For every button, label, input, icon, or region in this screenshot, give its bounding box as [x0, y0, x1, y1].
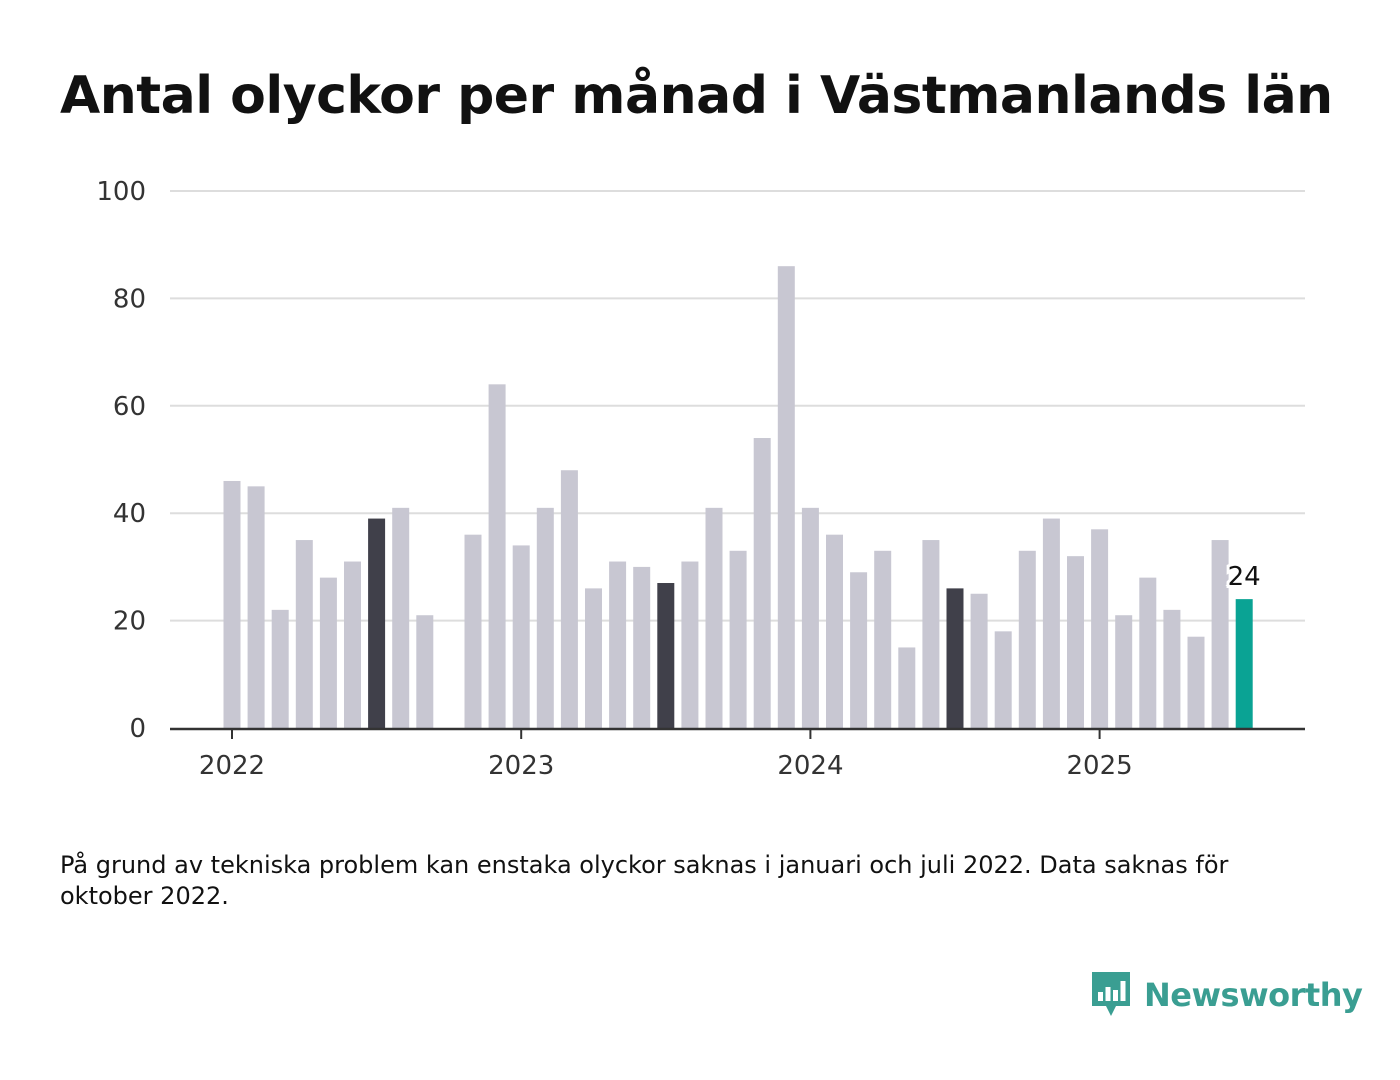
- bar-2022-06: [344, 561, 361, 728]
- bar-2023-09: [705, 507, 723, 728]
- bar-2024-02: [826, 534, 843, 728]
- bar-2025-06: [1211, 540, 1229, 728]
- bar-2023-08: [681, 561, 699, 728]
- bar-2022-05: [319, 577, 337, 728]
- bar-2023-01: [512, 545, 530, 728]
- brand-name: Newsworthy: [1144, 976, 1363, 1014]
- bar-2024-06: [922, 540, 940, 728]
- bar-2022-03: [271, 609, 289, 728]
- newsworthy-logo-icon: [1092, 972, 1130, 1016]
- bar-2023-12: [777, 266, 795, 728]
- bar-2022-02: [247, 486, 265, 728]
- bar-2025-07: [1235, 599, 1253, 728]
- bar-2025-05: [1187, 636, 1205, 728]
- bar-2024-05: [898, 647, 916, 728]
- bar-2024-07: [946, 588, 964, 728]
- bar-2024-08: [970, 593, 988, 728]
- bar-2024-01: [801, 507, 819, 728]
- bar-2025-04: [1163, 609, 1181, 728]
- bar-2023-07: [657, 583, 675, 728]
- bar-2025-02: [1115, 615, 1133, 728]
- y-tick-label: 40: [113, 499, 146, 529]
- bar-2025-03: [1139, 577, 1157, 728]
- bar-2024-12: [1067, 556, 1084, 728]
- bar-2022-07: [368, 518, 386, 728]
- footnote: På grund av tekniska problem kan enstaka…: [60, 851, 1229, 910]
- x-tick-label: 2023: [488, 751, 554, 781]
- y-tick-label: 60: [113, 392, 146, 422]
- annotations: 24: [1225, 559, 1264, 595]
- bar-2022-04: [295, 540, 313, 728]
- x-tick-label: 2024: [777, 751, 843, 781]
- y-tick-label: 20: [113, 607, 146, 637]
- bar-2023-02: [536, 507, 554, 728]
- y-tick-label: 80: [113, 284, 146, 314]
- bar-2023-05: [609, 561, 627, 728]
- bar-2022-12: [488, 384, 506, 728]
- bar-2022-09: [416, 615, 434, 728]
- bar-2023-11: [753, 438, 771, 728]
- bar-2025-01: [1091, 529, 1109, 728]
- brand-logo[interactable]: Newsworthy: [1090, 970, 1363, 1020]
- y-tick-label: 100: [96, 177, 146, 207]
- bar-chart: 0 20 40 60 80 100 2022 2023 2024 2025 24: [96, 177, 1305, 781]
- bar-2024-11: [1042, 518, 1060, 728]
- bar-2023-04: [585, 588, 602, 728]
- bar-2023-06: [633, 566, 651, 728]
- y-axis-labels: 0 20 40 60 80 100: [96, 177, 146, 744]
- bar-2022-01: [223, 480, 241, 728]
- bars: [223, 266, 1253, 728]
- bar-2023-10: [729, 550, 747, 728]
- y-tick-label: 0: [129, 714, 146, 744]
- bar-2024-10: [1018, 550, 1036, 728]
- data-label: 24: [1228, 562, 1261, 592]
- x-tick-label: 2025: [1067, 751, 1133, 781]
- bar-2022-11: [464, 534, 482, 728]
- bar-2023-03: [560, 470, 578, 728]
- bar-2024-03: [850, 572, 868, 728]
- bar-2024-04: [874, 550, 892, 728]
- bar-2022-08: [392, 507, 410, 728]
- x-axis-labels: 2022 2023 2024 2025: [199, 729, 1133, 781]
- bar-2024-09: [994, 631, 1012, 728]
- chart-title: Antal olyckor per månad i Västmanlands l…: [60, 66, 1333, 126]
- x-tick-label: 2022: [199, 751, 265, 781]
